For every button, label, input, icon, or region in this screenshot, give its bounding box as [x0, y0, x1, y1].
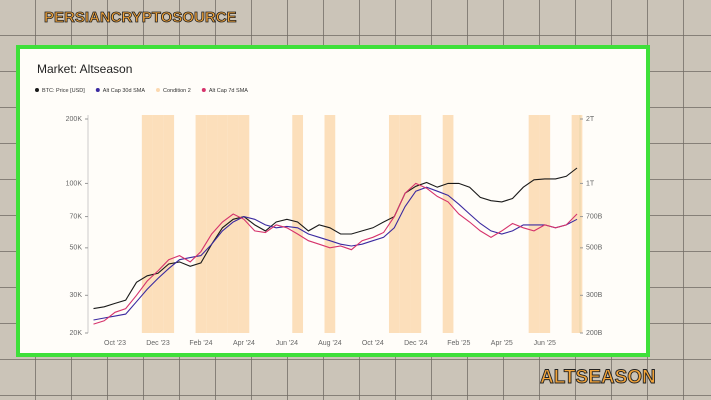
x-tick-label: Feb '25: [447, 340, 470, 347]
condition-band: [206, 115, 218, 333]
condition-band: [399, 115, 411, 333]
x-tick-label: Apr '25: [491, 340, 513, 347]
condition-band: [528, 115, 540, 333]
series-line: [93, 186, 578, 321]
y2-tick-label: 200B: [586, 330, 603, 337]
condition-band: [163, 115, 175, 333]
condition-band: [217, 115, 228, 333]
brand: PERSIANCRYPTOSOURCE: [44, 9, 237, 26]
y-tick-label: 70K: [70, 213, 83, 220]
series-line: [93, 167, 578, 310]
series-line: [93, 182, 578, 325]
x-tick-label: Dec '24: [404, 340, 428, 347]
x-tick-label: Oct '24: [362, 340, 384, 347]
y-tick-label: 50K: [70, 245, 83, 252]
x-tick-label: Apr '24: [233, 340, 255, 347]
y-tick-label: 200K: [66, 116, 83, 123]
legend-marker: [35, 88, 39, 92]
y2-tick-label: 2T: [586, 116, 595, 123]
condition-band: [539, 115, 551, 333]
legend-marker: [201, 88, 206, 92]
y-tick-label: 100K: [66, 180, 83, 187]
legend-label: Alt Cap 30d SMA: [103, 88, 146, 94]
legend-label: BTC: Price [USD]: [42, 88, 85, 94]
caption: ALTSEASON: [540, 367, 656, 388]
condition-band: [227, 115, 239, 333]
legend-marker: [95, 88, 100, 92]
y2-tick-label: 500B: [586, 245, 603, 252]
x-tick-label: Dec '23: [146, 340, 170, 347]
y2-tick-label: 700B: [586, 213, 603, 220]
y2-tick-label: 300B: [586, 292, 603, 299]
x-tick-label: Jun '24: [276, 340, 298, 347]
legend-label: Condition 2: [163, 88, 191, 94]
x-tick-label: Oct '23: [104, 340, 126, 347]
condition-band: [442, 115, 454, 333]
condition-band: [324, 115, 336, 333]
y2-tick-label: 1T: [586, 180, 595, 187]
condition-band: [571, 115, 583, 333]
x-tick-label: Aug '24: [318, 340, 342, 347]
condition-band: [238, 115, 250, 333]
y-tick-label: 30K: [70, 292, 83, 299]
condition-band: [195, 115, 207, 333]
legend-marker: [155, 88, 160, 92]
condition-band: [388, 115, 400, 333]
legend-label: Alt Cap 7d SMA: [209, 88, 248, 94]
condition-band: [152, 115, 164, 333]
x-tick-label: Jun '25: [534, 340, 556, 347]
condition-band: [141, 115, 153, 333]
y-tick-label: 20K: [70, 330, 83, 337]
condition-band: [410, 115, 422, 333]
condition-band: [292, 115, 304, 333]
x-tick-label: Feb '24: [189, 340, 212, 347]
chart-title: Market: Altseason: [37, 62, 132, 76]
